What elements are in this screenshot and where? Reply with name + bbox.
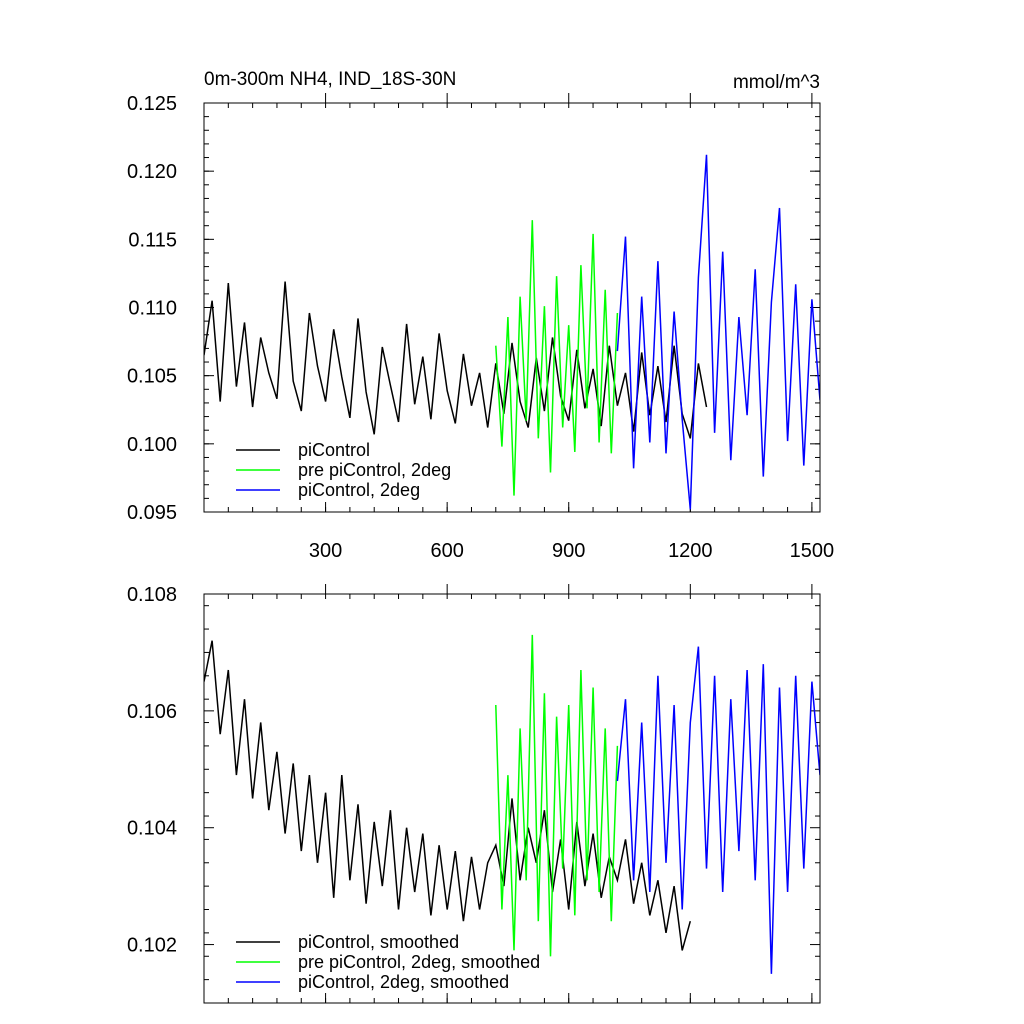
top-axis-ticks: 0.095 0.100 0.105 0.110 0.115 0.120 0.125 300 60… (127, 93, 834, 562)
bottom-ytick-label: 0.104 (127, 818, 177, 840)
top-xtick-label: 1200 (668, 540, 713, 562)
top-xtick-label: 300 (309, 540, 342, 562)
bottom-ytick-label: 0.106 (127, 701, 177, 723)
units-label: mmol/m^3 (733, 72, 820, 93)
top-ytick-label: 0.100 (127, 434, 177, 456)
bottom-ytick-label: 0.108 (127, 584, 177, 606)
bottom-series-line-2 (617, 647, 820, 974)
top-ytick-label: 0.110 (128, 298, 177, 320)
top-series-line-2 (617, 155, 820, 510)
bottom-series-line-1 (496, 635, 618, 956)
top-ytick-label: 0.125 (127, 93, 177, 115)
bottom-legend-label: piControl, smoothed (298, 932, 459, 952)
bottom-legend-label: pre piControl, 2deg, smoothed (298, 952, 540, 972)
top-xtick-label: 900 (552, 540, 585, 562)
bottom-ytick-label: 0.102 (127, 935, 177, 957)
top-xtick-label: 1500 (790, 540, 835, 562)
chart-title: 0m-300m NH4, IND_18S-30N (204, 69, 456, 90)
top-xtick-label: 600 (430, 540, 463, 562)
top-legend-label: piControl, 2deg (298, 480, 420, 500)
bottom-axis-ticks: 0.102 0.104 0.106 0.108 (127, 584, 820, 1003)
bottom-series-group (204, 635, 820, 974)
top-legend-label: piControl (298, 440, 370, 460)
top-ytick-label: 0.095 (127, 502, 177, 524)
bottom-panel: 0.102 0.104 0.106 0.108 piControl, smoothed… (127, 584, 820, 1003)
top-series-group (204, 155, 820, 510)
top-panel: 0m-300m NH4, IND_18S-30N mmol/m^3 0.0950… (127, 69, 834, 562)
bottom-series-line-0 (204, 641, 690, 951)
top-ytick-label: 0.105 (127, 366, 177, 388)
top-ytick-label: 0.120 (127, 161, 177, 183)
bottom-legend-label: piControl, 2deg, smoothed (298, 972, 509, 992)
top-ytick-label: 0.115 (128, 229, 177, 251)
top-legend-label: pre piControl, 2deg (298, 460, 451, 480)
